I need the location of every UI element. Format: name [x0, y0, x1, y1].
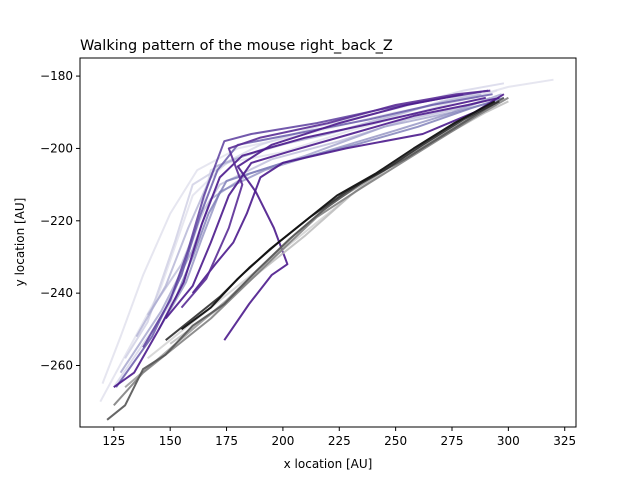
- series-line-14: [191, 93, 505, 294]
- chart-title: Walking pattern of the mouse right_back_…: [80, 38, 393, 54]
- x-tick-label-8: 325: [553, 434, 576, 448]
- x-tick-label-3: 200: [271, 434, 294, 448]
- series-line-7: [158, 100, 496, 330]
- y-axis-label: y location [AU]: [13, 198, 27, 287]
- x-tick-label-7: 300: [497, 434, 520, 448]
- plot-frame: [79, 57, 577, 428]
- x-tick-label-6: 275: [441, 434, 464, 448]
- x-tick-label-2: 175: [215, 434, 238, 448]
- x-tick-label-1: 150: [159, 434, 182, 448]
- x-tick-label-0: 125: [102, 434, 125, 448]
- y-tick-label-0: −260: [40, 359, 73, 373]
- y-tick-label-1: −240: [40, 286, 73, 300]
- x-tick-label-4: 225: [328, 434, 351, 448]
- y-tick-label-3: −200: [40, 141, 73, 155]
- x-tick-label-5: 250: [384, 434, 407, 448]
- series-layer: [99, 78, 554, 421]
- series-line-22: [180, 100, 496, 331]
- series-line-15: [180, 89, 491, 309]
- series-line-12: [164, 96, 500, 320]
- x-axis-label: x location [AU]: [284, 457, 373, 471]
- x-axis-ticks: 125 150 175 200 225 250 275 300 325: [102, 427, 576, 448]
- series-line-11: [113, 96, 487, 389]
- y-axis-ticks: −260 −240 −220 −200 −180: [40, 69, 80, 373]
- y-tick-label-2: −220: [40, 214, 73, 228]
- series-line-20: [106, 96, 505, 421]
- y-tick-label-4: −180: [40, 69, 73, 83]
